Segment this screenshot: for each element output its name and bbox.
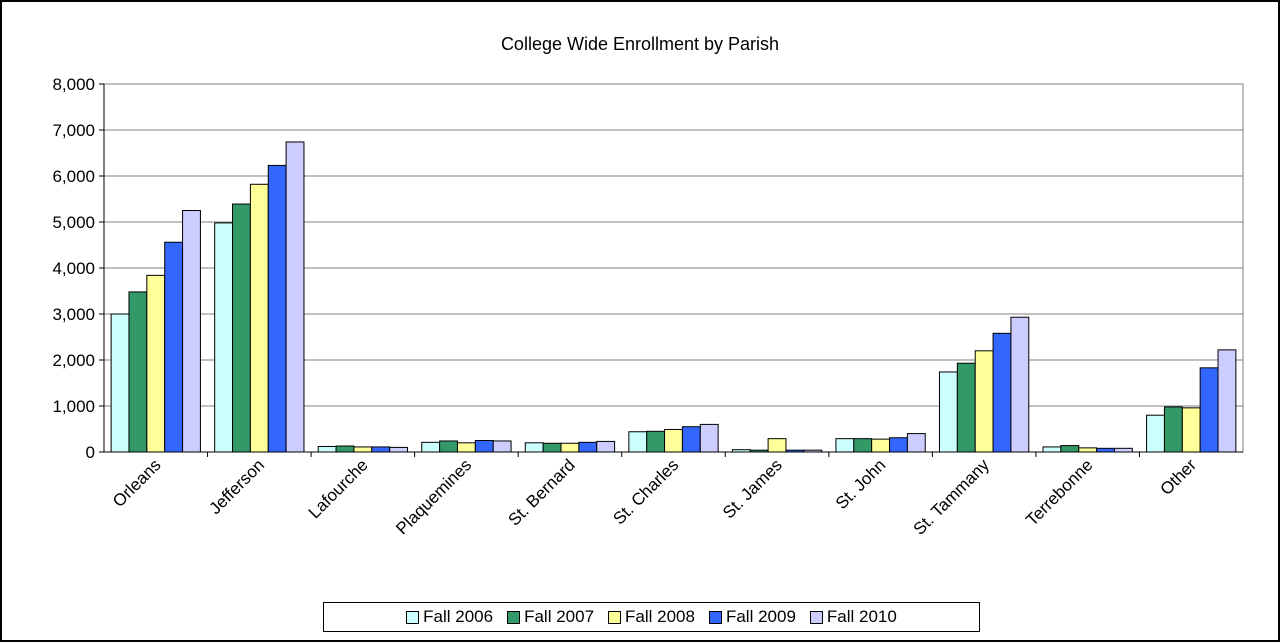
x-category-label: Jefferson	[205, 455, 268, 518]
bar	[664, 428, 683, 453]
legend-label: Fall 2007	[524, 607, 595, 626]
bar	[317, 445, 337, 453]
bar	[267, 164, 287, 453]
legend-item: Fall 2010	[809, 607, 897, 627]
x-category-label: Orleans	[109, 455, 165, 511]
legend-label: Fall 2006	[423, 607, 494, 626]
x-category-label: St. Bernard	[505, 455, 579, 529]
bar	[1217, 349, 1237, 453]
y-tick-label: 5,000	[52, 213, 95, 232]
bar	[110, 313, 130, 453]
bars	[110, 141, 1237, 453]
y-tick-label: 3,000	[52, 305, 95, 324]
bar	[1163, 406, 1183, 453]
bar	[871, 438, 891, 453]
bar	[628, 431, 648, 453]
bar	[128, 291, 148, 453]
bar	[767, 438, 787, 453]
y-tick-label: 2,000	[52, 351, 95, 370]
legend-item: Fall 2007	[507, 607, 594, 627]
bar	[1199, 367, 1219, 453]
y-tick-label: 1,000	[52, 397, 95, 416]
x-category-label: Other	[1157, 455, 1201, 499]
legend-swatch	[507, 610, 521, 624]
bar	[596, 440, 616, 453]
y-tick-label: 4,000	[52, 259, 95, 278]
legend-swatch	[809, 610, 823, 624]
bar	[249, 183, 269, 453]
bar	[389, 446, 409, 453]
bar	[1042, 446, 1062, 453]
bar	[889, 437, 908, 453]
chart-title: College Wide Enrollment by Parish	[500, 34, 780, 54]
bar	[1113, 447, 1133, 453]
bar	[1078, 447, 1098, 453]
legend-label: Fall 2008	[625, 607, 695, 626]
bar	[974, 350, 994, 453]
bar	[1181, 407, 1201, 453]
bar	[285, 141, 305, 453]
bar	[992, 332, 1012, 453]
bar	[353, 446, 373, 453]
bar	[853, 438, 873, 453]
x-category-label: St. Charles	[609, 455, 682, 528]
bar	[371, 446, 391, 453]
x-category-label: St. John	[832, 455, 890, 513]
y-tick-label: 0	[86, 443, 95, 462]
y-tick-label: 8,000	[52, 75, 95, 94]
bar	[474, 440, 494, 453]
bar	[1010, 316, 1030, 453]
legend-item: Fall 2009	[708, 607, 796, 627]
bar	[182, 210, 201, 453]
bar	[578, 441, 598, 453]
legend-item: Fall 2008	[608, 607, 695, 627]
x-category-label: St. James	[719, 455, 786, 522]
bar	[681, 426, 701, 453]
legend-label: Fall 2010	[826, 607, 897, 626]
bar	[1146, 414, 1165, 453]
legend-swatch	[608, 610, 622, 624]
bar	[439, 440, 458, 453]
bar	[938, 371, 958, 453]
legend-swatch	[708, 610, 722, 624]
bar	[699, 423, 719, 453]
x-category-label: Lafourche	[305, 455, 372, 522]
legend-label: Fall 2009	[725, 607, 796, 626]
x-category-label: St. Tammany	[910, 455, 994, 539]
bar	[1096, 447, 1115, 453]
legend-item: Fall 2006	[406, 607, 493, 627]
bar	[524, 442, 544, 453]
y-tick-label: 6,000	[52, 167, 95, 186]
bar	[646, 430, 666, 453]
bar	[906, 433, 926, 453]
legend: Fall 2006 Fall 2007 Fall 2008 Fall 2009 Fall…	[323, 602, 980, 632]
bar	[956, 362, 976, 453]
bar	[542, 442, 562, 453]
bar	[835, 438, 855, 453]
axes	[99, 83, 1243, 457]
bar	[232, 203, 251, 453]
bar	[335, 445, 355, 453]
bar	[164, 241, 184, 453]
bar	[146, 274, 166, 453]
bar	[560, 442, 580, 453]
bar	[421, 441, 441, 453]
legend-swatch	[406, 610, 420, 624]
bar	[456, 442, 476, 453]
x-category-label: Plaquemines	[392, 455, 475, 538]
bar	[492, 440, 512, 453]
y-tick-label: 7,000	[52, 121, 95, 140]
bar	[214, 222, 234, 453]
x-category-label: Terrebonne	[1022, 455, 1096, 529]
bar	[1060, 445, 1080, 453]
